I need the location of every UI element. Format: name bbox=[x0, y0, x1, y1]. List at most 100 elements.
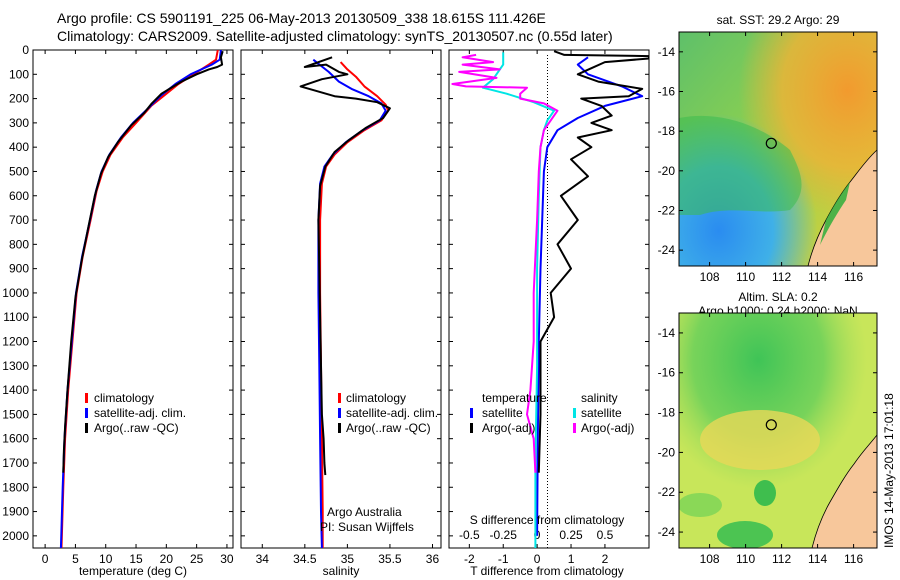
salinity-panel: 34 34.5 35 35.5 36 salinity climatology sate… bbox=[240, 49, 442, 578]
temperature-axis-label: temperature (deg C) bbox=[79, 564, 187, 578]
series-line-argo-raw-qc bbox=[62, 50, 224, 473]
series-line-salinity-argo-adj bbox=[451, 53, 559, 473]
series-line-argo-raw-qc bbox=[299, 56, 391, 476]
temperature-axis-ticks: 0 5 10 15 20 25 30 bbox=[42, 50, 234, 566]
sla-map-title-line-1: Altim. SLA: 0.2 bbox=[738, 290, 818, 304]
difference-panel: -2 -1 0 1 2 -0.5 -0.25 0 0.25 0.5 T difference f… bbox=[448, 49, 650, 578]
legend-label-temp-argo: Argo(-adj) bbox=[482, 421, 535, 435]
difference-depth-ticks bbox=[449, 49, 649, 537]
sst-map-title: sat. SST: 29.2 Argo: 29 bbox=[717, 13, 840, 27]
x-tick-label: 10 bbox=[99, 552, 113, 566]
legend-heading-temperature: temperature bbox=[482, 391, 547, 405]
difference-axis-label: T difference from climatology bbox=[470, 564, 624, 578]
x-tick-label: 5 bbox=[72, 552, 79, 566]
header-line-2: Climatology: CARS2009. Satellite-adjuste… bbox=[57, 28, 613, 44]
depth-tick-label: 0 bbox=[22, 43, 29, 57]
depth-tick-label: 1200 bbox=[2, 335, 29, 349]
sla-map-lat-ticks: -14 -16 -18 -20 -22 -24 bbox=[658, 326, 877, 539]
x-tick-label: 0 bbox=[534, 552, 541, 566]
legend-swatch-sal-argo bbox=[573, 423, 576, 433]
lat-tick-label: -22 bbox=[658, 203, 676, 217]
legend-swatch-climatology bbox=[85, 393, 88, 403]
argo-location-marker bbox=[765, 137, 777, 149]
legend-swatch-temp-satellite bbox=[470, 408, 473, 418]
x-tick-label: 35.5 bbox=[378, 552, 402, 566]
sla-map-panel: Altim. SLA: 0.2 Argo h1000: 0.24 h2000: … bbox=[658, 290, 878, 566]
legend-label-argo: Argo(..raw -QC) bbox=[94, 421, 179, 435]
depth-tick-label: 2000 bbox=[2, 529, 29, 543]
sst-map-lon-ticks: 108 110 112 114 116 bbox=[700, 32, 863, 284]
lat-tick-label: -24 bbox=[658, 525, 676, 539]
x-tick-label: 1 bbox=[568, 552, 575, 566]
sla-yellow-patch bbox=[700, 410, 820, 470]
x-tick-label: 20 bbox=[160, 552, 174, 566]
lon-tick-label: 116 bbox=[844, 552, 863, 566]
sla-field bbox=[679, 313, 877, 548]
depth-tick-label: 1700 bbox=[2, 456, 29, 470]
legend-label-climatology: climatology bbox=[346, 391, 406, 405]
lat-tick-label: -14 bbox=[658, 45, 676, 59]
legend-label-temp-satellite: satellite bbox=[482, 406, 523, 420]
salinity-difference-label: S difference from climatology bbox=[470, 513, 625, 527]
lon-tick-label: 112 bbox=[772, 270, 791, 284]
x-tick-label: -2 bbox=[464, 552, 475, 566]
legend-swatch-satellite-adj bbox=[85, 408, 88, 418]
sla-green-eddy-1 bbox=[754, 480, 776, 506]
land-mass bbox=[811, 434, 877, 548]
x-tick-label: 34.5 bbox=[293, 552, 317, 566]
salinity-difference-ticks: -0.5 -0.25 0 0.25 0.5 bbox=[459, 528, 614, 542]
difference-series bbox=[451, 50, 649, 548]
x-tick-label: 35 bbox=[341, 552, 355, 566]
salinity-depth-ticks bbox=[241, 49, 441, 537]
series-line-temperature-argo-adj bbox=[537, 50, 649, 473]
x-tick-label: 15 bbox=[129, 552, 143, 566]
temperature-series bbox=[59, 50, 224, 548]
depth-tick-label: 1600 bbox=[2, 432, 29, 446]
lat-tick-label: -24 bbox=[658, 243, 676, 257]
argo-location-marker bbox=[765, 419, 777, 431]
x-tick-label: 36 bbox=[426, 552, 440, 566]
legend-label-sal-satellite: satellite bbox=[581, 406, 622, 420]
salinity-legend: climatology satellite-adj. clim. Argo(..… bbox=[338, 391, 438, 435]
depth-tick-label: 400 bbox=[9, 140, 29, 154]
lon-tick-label: 112 bbox=[772, 552, 791, 566]
series-line-temperature-satellite bbox=[536, 56, 644, 536]
x-tick-label: -1 bbox=[498, 552, 509, 566]
depth-tick-label: 1000 bbox=[2, 286, 29, 300]
sst-field bbox=[679, 32, 877, 266]
lon-tick-label: 110 bbox=[736, 270, 755, 284]
salinity-series bbox=[299, 56, 391, 548]
x-tick-label: 2 bbox=[602, 552, 609, 566]
salinity-axis-ticks: 34 34.5 35 35.5 36 bbox=[256, 50, 440, 566]
legend-label-climatology: climatology bbox=[94, 391, 154, 405]
legend-label-sal-argo: Argo(-adj) bbox=[581, 421, 634, 435]
lat-tick-label: -20 bbox=[658, 164, 676, 178]
legend-swatch-temp-argo bbox=[470, 423, 473, 433]
lat-tick-label: -14 bbox=[658, 326, 676, 340]
difference-axis-ticks: -2 -1 0 1 2 bbox=[464, 50, 609, 566]
difference-legend: temperature satellite Argo(-adj) salinit… bbox=[470, 391, 634, 435]
depth-tick-label: 200 bbox=[9, 92, 29, 106]
temperature-panel: 0100200300400500600700800900100011001200… bbox=[2, 43, 234, 578]
sst-map-panel: sat. SST: 29.2 Argo: 29 108 110 112 114 116 … bbox=[658, 13, 878, 284]
sst-map-lat-ticks: -14 -16 -18 -20 -22 -24 bbox=[658, 45, 877, 257]
legend-swatch-argo bbox=[85, 423, 88, 433]
sla-green-eddy-2 bbox=[717, 521, 773, 548]
x-tick-label: 25 bbox=[190, 552, 204, 566]
depth-tick-label: 300 bbox=[9, 116, 29, 130]
depth-tick-label: 600 bbox=[9, 189, 29, 203]
lon-tick-label: 114 bbox=[808, 552, 827, 566]
lon-tick-label: 108 bbox=[700, 552, 720, 566]
x-tick-label: 0 bbox=[42, 552, 49, 566]
lon-tick-label: 114 bbox=[808, 270, 827, 284]
annotation-argo-australia: Argo Australia bbox=[327, 505, 402, 519]
temperature-plot-area bbox=[32, 49, 234, 549]
lon-tick-label: 116 bbox=[844, 270, 863, 284]
lat-tick-label: -18 bbox=[658, 124, 676, 138]
sst-map-frame bbox=[678, 31, 878, 267]
sla-green-eddy-3 bbox=[679, 493, 722, 517]
depth-tick-label: 1400 bbox=[2, 383, 29, 397]
depth-tick-label: 800 bbox=[9, 237, 29, 251]
depth-tick-label: 1100 bbox=[3, 310, 29, 324]
